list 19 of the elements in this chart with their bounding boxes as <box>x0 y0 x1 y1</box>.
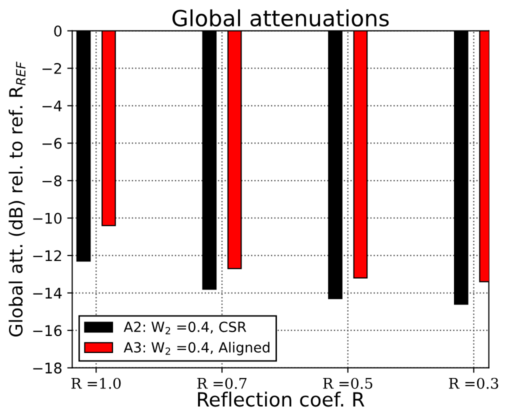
chart-title: Global attenuations <box>172 9 389 27</box>
y-tick-label: 0 <box>54 26 62 37</box>
legend-label: A3: W$_{2}$ =0.4, Aligned <box>124 342 270 356</box>
legend-label: A2: W$_{2}$ =0.4, CSR <box>124 322 246 334</box>
y-tick-label: −8 <box>42 175 62 186</box>
x-axis-title: Reflection coef. R <box>198 392 364 407</box>
x-tick-label: R =0.7 <box>197 378 246 389</box>
y-tick-label: −16 <box>33 325 62 336</box>
y-tick-label: −18 <box>33 362 62 374</box>
y-tick-label: −2 <box>42 62 62 74</box>
y-tick-label: −12 <box>33 250 62 262</box>
x-tick-label: R =1.0 <box>71 378 121 389</box>
y-tick-label: −14 <box>33 288 62 298</box>
x-tick-label: R =0.5 <box>323 378 372 389</box>
y-tick-label: −6 <box>42 138 62 149</box>
y-tick-label: −10 <box>33 212 62 224</box>
x-tick-label: R =0.3 <box>449 378 498 389</box>
y-tick-label: −4 <box>42 100 62 112</box>
y-axis-title: Global att. (dB) rel. to ref. R$_{REF}$ <box>8 62 26 336</box>
